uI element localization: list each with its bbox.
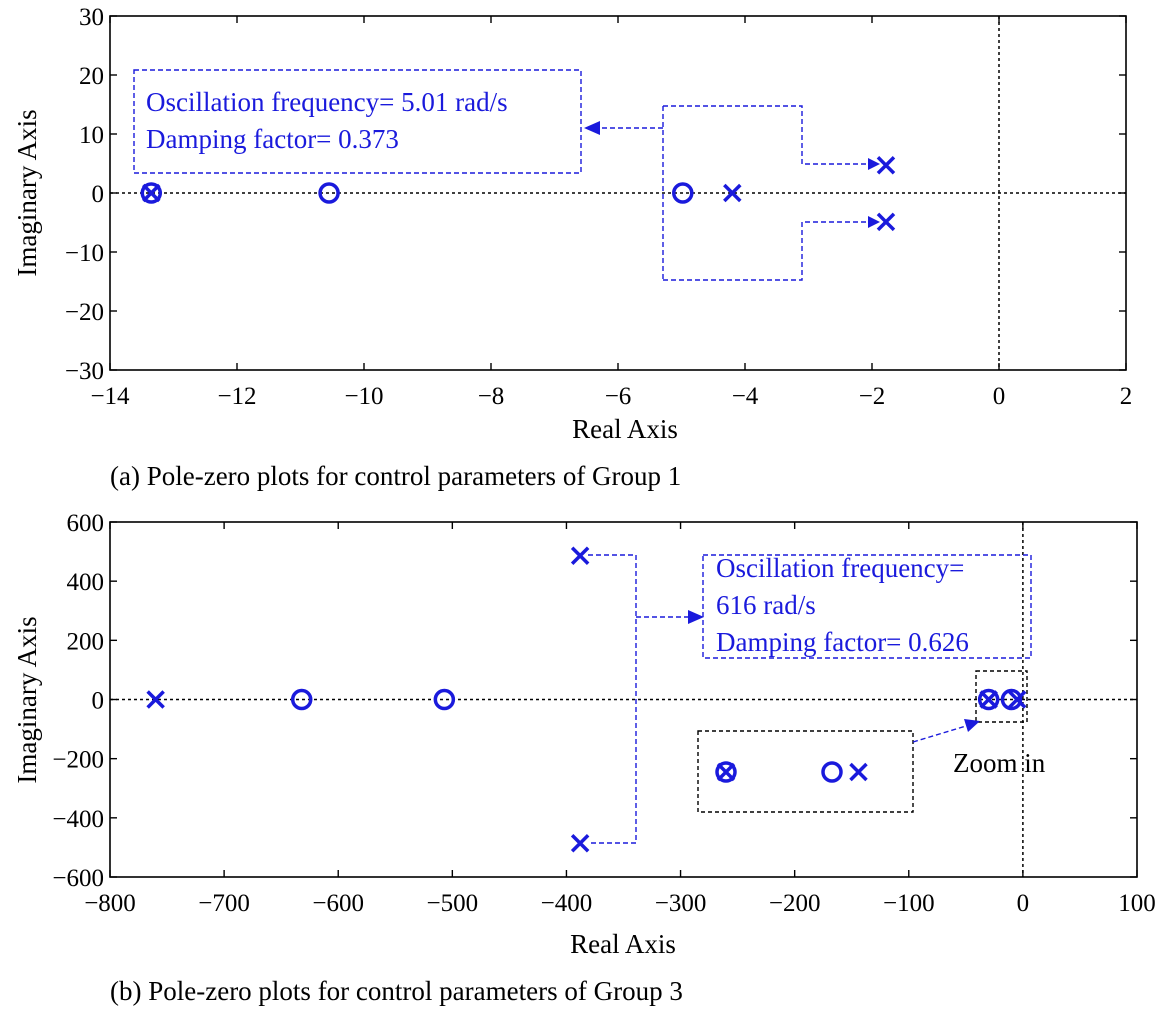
inset-zero-marker <box>821 761 843 783</box>
x-tick-label: −500 <box>427 890 479 917</box>
y-tick-label: −30 <box>65 358 104 385</box>
x-tick-label: −800 <box>84 890 136 917</box>
y-tick-label: 200 <box>67 628 105 655</box>
inset-zero-marker <box>715 761 737 783</box>
x-tick-label: −600 <box>312 890 364 917</box>
pole-marker <box>146 690 165 709</box>
zero-marker <box>433 688 456 711</box>
pole-marker <box>570 546 590 565</box>
panel-b-zoom-label: Zoom in <box>953 748 1046 778</box>
x-tick-label: −100 <box>883 890 935 917</box>
panel-b-annotation-line-2: 616 rad/s <box>716 590 816 620</box>
x-tick-label: −300 <box>655 890 707 917</box>
panel-b-y-axis-label: Imaginary Axis <box>12 616 42 783</box>
y-tick-label: 0 <box>92 688 105 715</box>
y-tick-label: 30 <box>79 4 104 31</box>
panel-b-zoom-arrow-line <box>912 725 967 743</box>
panel-a-callout-tip-lower <box>868 216 880 228</box>
y-tick-label: −20 <box>65 299 104 326</box>
x-tick-label: −200 <box>769 890 821 917</box>
panel-b-zoom-inset-box <box>697 730 914 813</box>
pole-marker <box>142 183 161 203</box>
y-tick-label: −10 <box>65 240 104 267</box>
panel-a-annotation-box <box>133 69 582 174</box>
x-tick-label: −10 <box>344 383 383 410</box>
panel-b-annotation-line-3: Damping factor= 0.626 <box>716 627 969 657</box>
panel-b: −800 −700 −600 −500 −400 −300 −200 −100 0 100 −600… <box>12 510 1156 1006</box>
panel-a-caption: (a) Pole-zero plots for control paramete… <box>110 461 681 491</box>
y-tick-label: −600 <box>52 865 104 892</box>
panel-a-callout-tip-upper <box>868 158 880 170</box>
x-tick-label: −400 <box>541 890 593 917</box>
panel-b-inset-markers <box>715 761 868 783</box>
x-tick-label: 0 <box>993 383 1006 410</box>
x-tick-label: −6 <box>605 383 632 410</box>
panel-a-markers <box>140 156 896 232</box>
pole-marker <box>876 212 896 232</box>
panel-b-callout-arrowhead <box>688 610 704 624</box>
panel-b-reference-lines <box>110 522 1137 877</box>
x-tick-label: 0 <box>1017 890 1030 917</box>
panel-a-reference-lines <box>110 16 1126 370</box>
panel-a-annotation-line-2: Damping factor= 0.373 <box>146 124 399 154</box>
zero-marker <box>672 182 694 204</box>
x-tick-label: −8 <box>478 383 505 410</box>
panel-b-callout-bracket <box>588 554 637 844</box>
panel-a-callout-arrowhead <box>584 121 600 135</box>
pole-marker <box>876 156 896 175</box>
panel-b-ticks: −800 −700 −600 −500 −400 −300 −200 −100 0 100 −600… <box>52 510 1155 917</box>
panel-b-zoom-arrowhead <box>964 719 980 732</box>
zero-marker <box>318 182 340 204</box>
x-tick-label: −2 <box>859 383 886 410</box>
y-tick-label: 10 <box>79 122 104 149</box>
y-tick-label: −200 <box>52 747 104 774</box>
panel-b-zoom-source-box <box>975 670 1028 723</box>
x-tick-label: −4 <box>732 383 759 410</box>
panel-b-annotation-box <box>702 554 1032 659</box>
panel-a-callout-lower <box>663 221 872 281</box>
x-tick-label: −700 <box>198 890 250 917</box>
inset-pole-marker <box>716 762 736 782</box>
inset-pole-marker <box>849 762 868 782</box>
pole-marker <box>979 690 998 709</box>
panel-b-x-axis-label: Real Axis <box>570 929 676 959</box>
x-tick-label: 100 <box>1118 890 1156 917</box>
pole-marker <box>570 834 590 853</box>
zero-marker <box>140 182 163 204</box>
pole-marker <box>1007 690 1027 709</box>
panel-a-x-axis-label: Real Axis <box>572 414 678 444</box>
y-tick-label: 20 <box>79 63 104 90</box>
panel-b-markers <box>146 546 1027 853</box>
panel-b-annotation-line-1: Oscillation frequency= <box>716 553 964 583</box>
panel-a-y-axis-label: Imaginary Axis <box>12 109 42 276</box>
y-tick-label: 600 <box>67 510 105 537</box>
y-tick-label: 0 <box>92 181 105 208</box>
x-tick-label: −12 <box>217 383 256 410</box>
panel-a-annotation-line-1: Oscillation frequency= 5.01 rad/s <box>146 87 508 117</box>
x-tick-label: 2 <box>1120 383 1133 410</box>
panel-b-caption: (b) Pole-zero plots for control paramete… <box>110 976 683 1006</box>
zero-marker <box>977 688 1000 711</box>
panel-a-callout-upper <box>663 105 872 165</box>
zero-marker <box>1000 688 1023 711</box>
x-tick-label: −14 <box>90 383 130 410</box>
pole-marker <box>723 183 742 203</box>
y-tick-label: −400 <box>52 806 104 833</box>
zero-marker <box>290 688 313 711</box>
y-tick-label: 400 <box>67 569 105 596</box>
